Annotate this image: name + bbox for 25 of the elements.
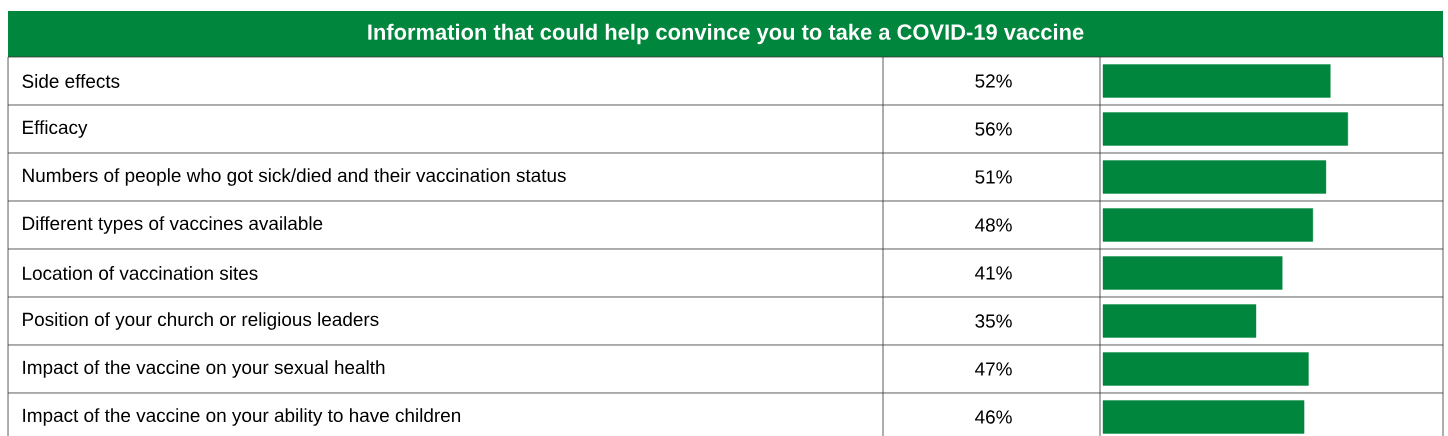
bar	[1102, 64, 1331, 98]
bar	[1102, 208, 1314, 242]
data-label: 51%	[975, 170, 1012, 184]
data-label: 41%	[975, 266, 1012, 280]
bar	[1102, 256, 1283, 290]
y-tick-label: Impact of the vaccine on your ability to have children	[23, 408, 461, 426]
y-tick-label: Numbers of people who got sick/died and their vaccination status	[23, 168, 566, 186]
bar	[1102, 400, 1305, 434]
y-tick-label: Location of vaccination sites	[23, 266, 258, 280]
y-tick-label: Different types of vaccines available	[23, 216, 323, 234]
bar	[1102, 112, 1349, 146]
text: Information that could help convince you to take a COVID-19 vaccine	[368, 23, 1084, 45]
bar	[1102, 160, 1327, 194]
data-label: 52%	[975, 74, 1012, 88]
data-label: 48%	[975, 218, 1012, 232]
y-tick-label: Efficacy	[23, 120, 88, 138]
data-label: 56%	[975, 122, 1012, 136]
bar	[1102, 352, 1309, 386]
y-tick-label: Position of your church or religious leaders	[23, 312, 379, 330]
y-tick-label: Side effects	[22, 74, 120, 88]
data-label: 47%	[975, 362, 1012, 376]
y-tick-label: Impact of the vaccine on your sexual health	[23, 360, 385, 378]
bar	[1102, 304, 1257, 338]
data-label: 35%	[975, 314, 1012, 328]
data-label: 46%	[975, 410, 1012, 424]
